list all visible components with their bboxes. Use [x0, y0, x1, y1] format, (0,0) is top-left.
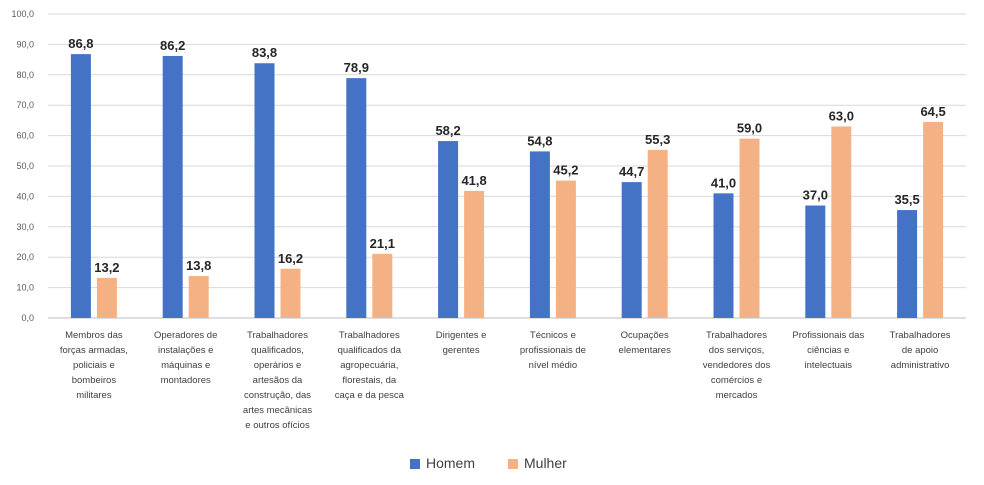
legend: Homem Mulher [410, 455, 567, 471]
y-axis-ticks: 0,0 10,0 20,0 30,0 40,0 50,0 60,0 70,0 80,0 90,0 1… [11, 9, 34, 323]
category-label: Técnicos e profissionais de nível médio [520, 330, 586, 371]
bar-homem [254, 63, 275, 318]
bar-homem [162, 55, 183, 319]
legend-label-homem: Homem [426, 455, 475, 471]
bar-mulher [555, 180, 576, 318]
bar-homem [346, 78, 367, 318]
data-label-homem: 37,0 [803, 188, 828, 203]
bar-homem [713, 193, 734, 318]
category-label: Operadores de instalações e máquinas e mont… [154, 330, 217, 386]
y-tick-label: 70,0 [16, 100, 34, 110]
y-tick-label: 40,0 [16, 191, 34, 201]
bar-mulher [831, 126, 852, 318]
bar-mulher [464, 190, 485, 318]
bar-homem [529, 151, 550, 318]
bar-mulher [188, 276, 209, 318]
y-tick-label: 90,0 [16, 39, 34, 49]
category-label: Trabalhadores qualificados da agropecuária… [335, 330, 405, 401]
bar-mulher [647, 149, 668, 318]
data-label-homem: 54,8 [527, 133, 552, 148]
bar-mulher [280, 268, 301, 318]
data-label-homem: 41,0 [711, 175, 736, 190]
data-label-mulher: 13,8 [186, 258, 211, 273]
bar-mulher [96, 277, 117, 318]
y-tick-label: 20,0 [16, 252, 34, 262]
bar-homem [805, 205, 826, 318]
bar-mulher [923, 121, 944, 318]
data-label-homem: 86,2 [160, 38, 185, 53]
data-label-mulher: 55,3 [645, 132, 670, 147]
category-label: Membros das forças armadas, policiais e bom… [60, 330, 128, 401]
legend-swatch-mulher [508, 459, 518, 469]
category-label: Profissionais das ciências e intelectuais [792, 330, 864, 371]
data-label-mulher: 45,2 [553, 163, 578, 178]
category-label: Dirigentes e gerentes [436, 330, 487, 356]
category-label: Trabalhadores de apoio administrativo [890, 330, 951, 371]
y-tick-label: 60,0 [16, 131, 34, 141]
data-label-homem: 83,8 [252, 45, 277, 60]
category-label: Ocupações elementares [619, 330, 672, 356]
bar-homem [70, 54, 91, 319]
data-label-mulher: 64,5 [920, 104, 945, 119]
data-label-mulher: 16,2 [278, 251, 303, 266]
bar-homem [621, 182, 642, 318]
y-tick-label: 30,0 [16, 222, 34, 232]
data-label-homem: 86,8 [68, 36, 93, 51]
bars [70, 54, 944, 319]
category-label: Trabalhadores dos serviços, vendedores dos… [703, 330, 771, 401]
data-label-homem: 58,2 [435, 123, 460, 138]
y-tick-label: 10,0 [16, 283, 34, 293]
bar-homem [897, 210, 918, 318]
legend-label-mulher: Mulher [524, 455, 567, 471]
data-labels: 86,8 13,2 86,2 13,8 83,8 16,2 78,9 21,1 58,2 41,8… [68, 36, 946, 275]
data-label-mulher: 59,0 [737, 121, 762, 136]
data-label-homem: 78,9 [344, 60, 369, 75]
data-label-mulher: 41,8 [461, 173, 486, 188]
data-label-mulher: 13,2 [94, 260, 119, 275]
legend-swatch-homem [410, 459, 420, 469]
data-label-homem: 44,7 [619, 164, 644, 179]
data-label-mulher: 21,1 [370, 236, 395, 251]
bar-homem [438, 141, 459, 318]
bar-mulher [739, 138, 760, 318]
x-axis-categories: Membros das forças armadas, policiais e bom… [60, 330, 951, 431]
y-tick-label: 50,0 [16, 161, 34, 171]
data-label-homem: 35,5 [894, 192, 919, 207]
y-tick-label: 80,0 [16, 70, 34, 80]
data-label-mulher: 63,0 [829, 108, 854, 123]
y-tick-label: 0,0 [21, 313, 34, 323]
y-tick-label: 100,0 [11, 9, 34, 19]
category-label: Trabalhadores qualificados, operários e art… [243, 330, 312, 431]
bar-mulher [372, 253, 393, 318]
